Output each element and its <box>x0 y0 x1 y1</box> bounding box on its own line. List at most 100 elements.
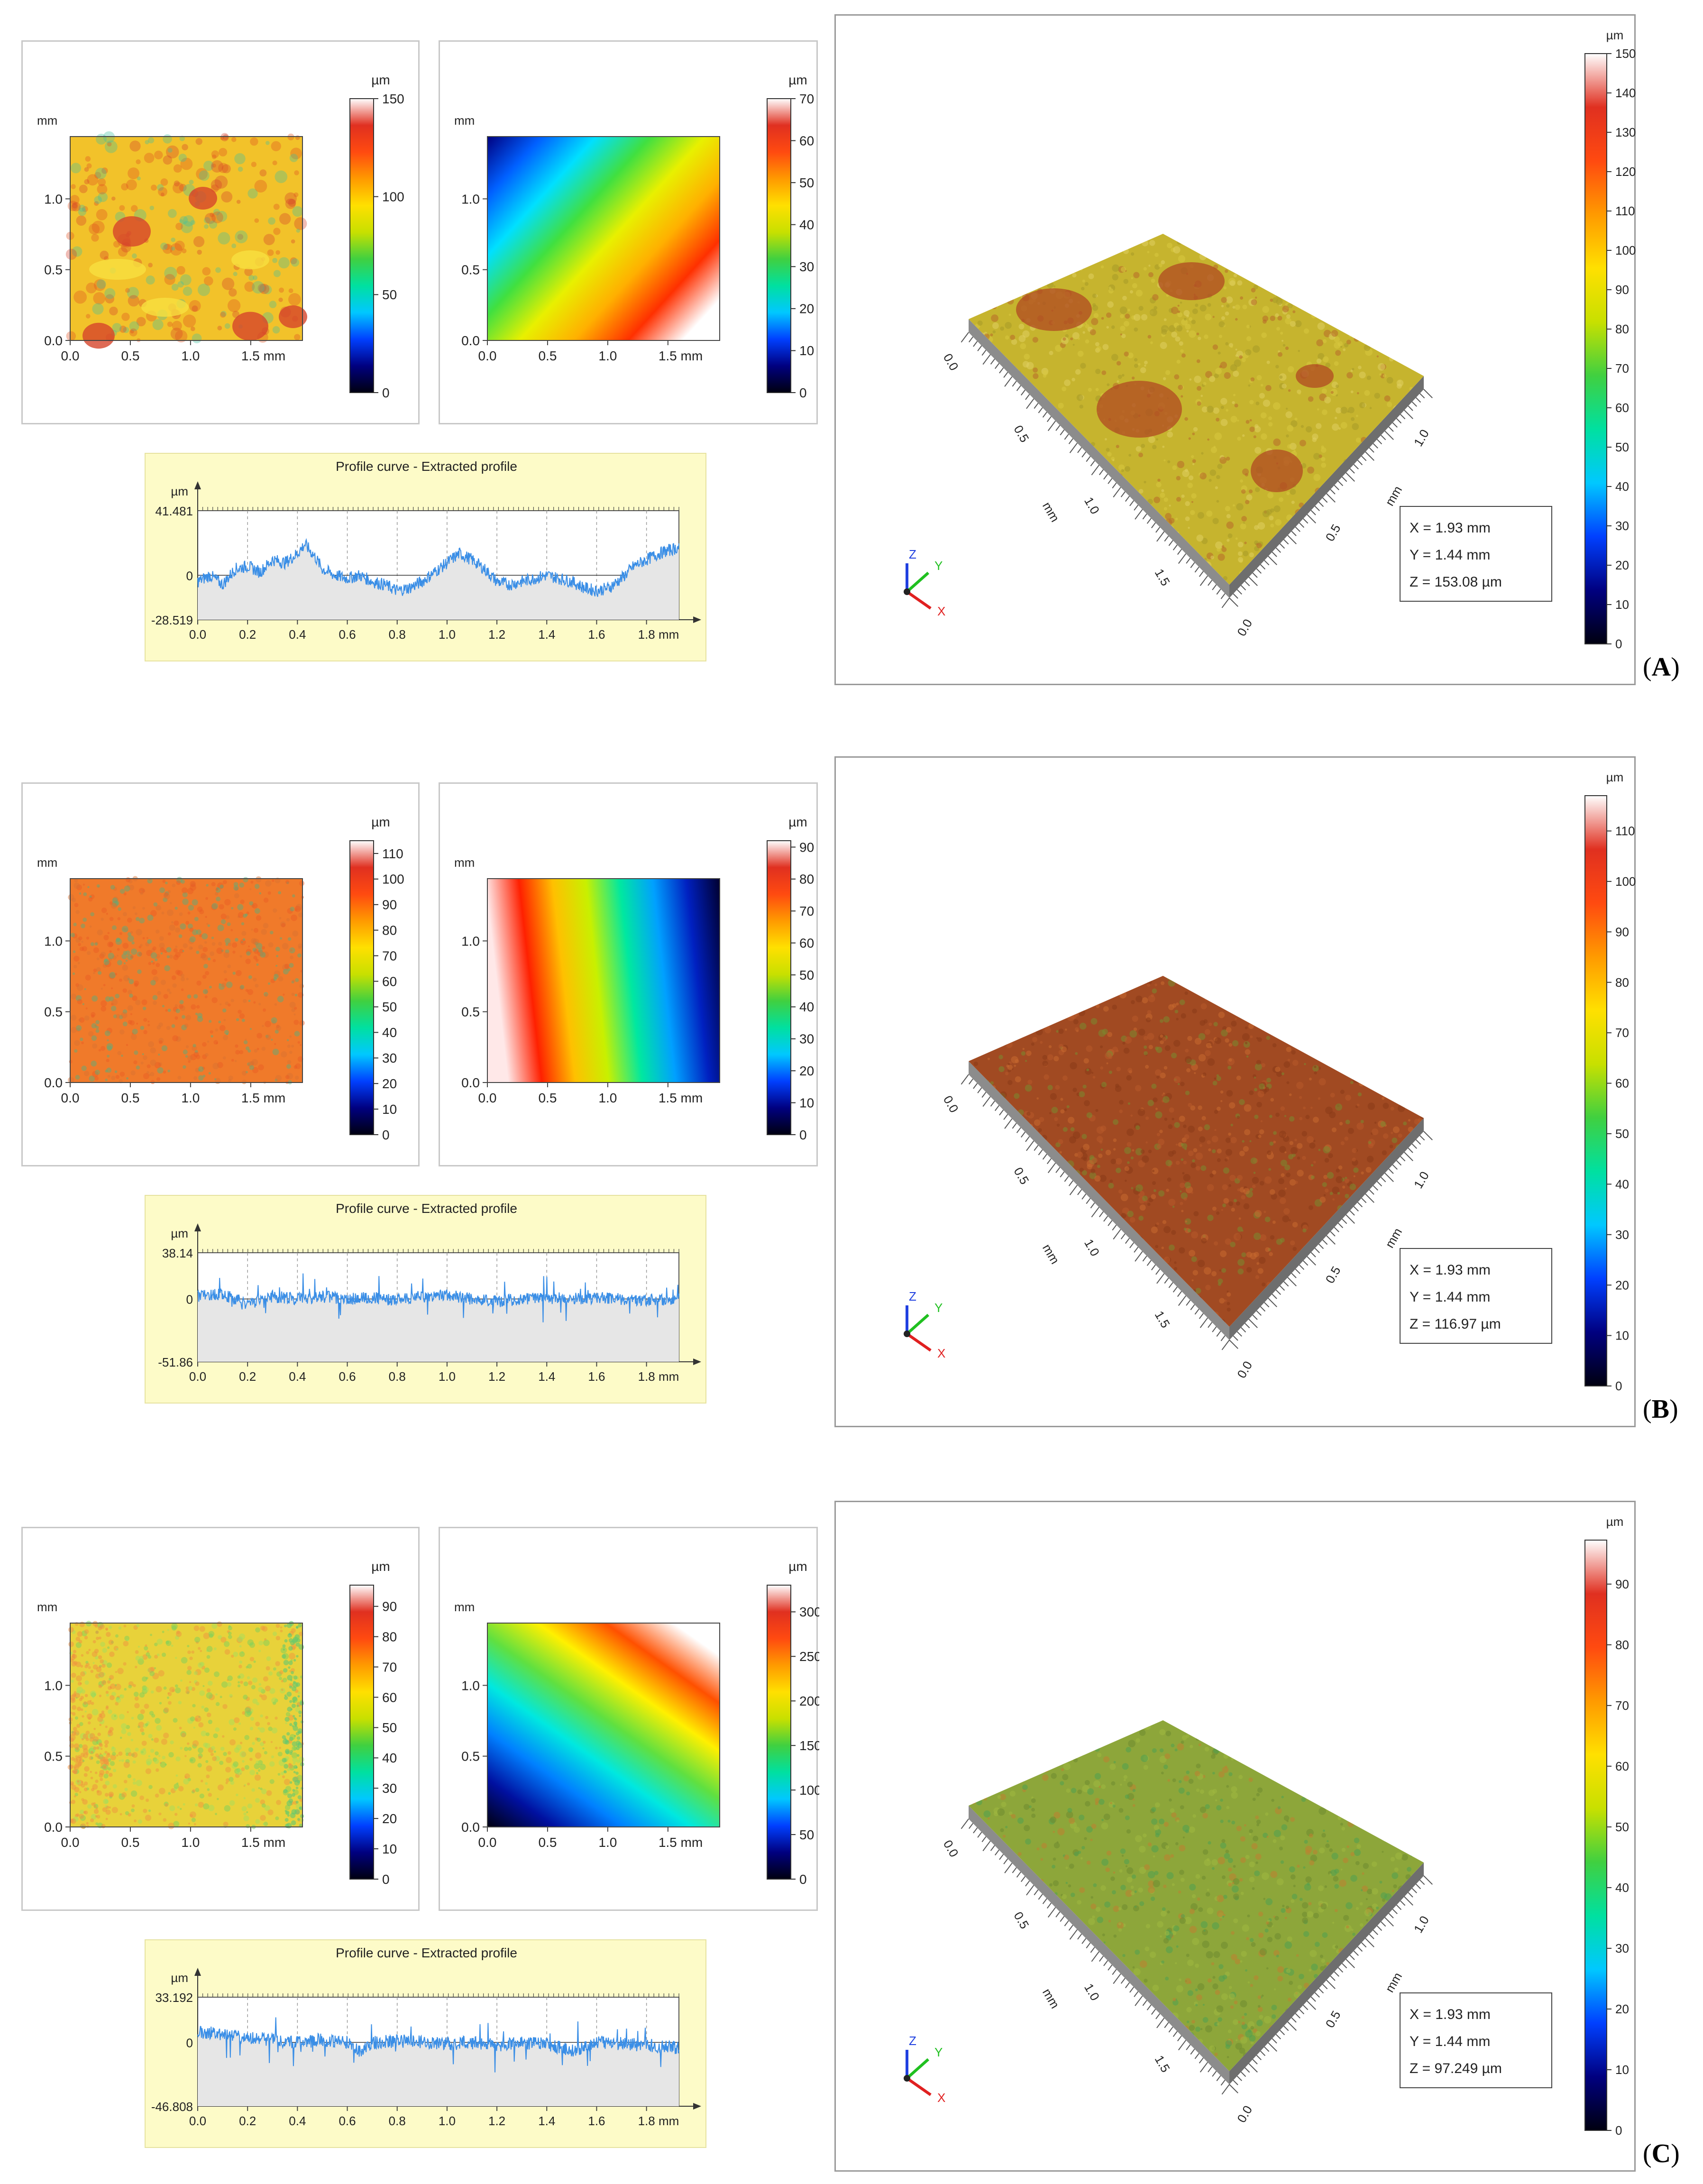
b-form-map-colorbar-unit: µm <box>788 815 807 829</box>
b-3d-axis-x-label: 1.5 <box>1152 1308 1173 1330</box>
a-profile-x-tick: 0.2 <box>239 627 256 642</box>
b-form-map-colorbar-label: 80 <box>799 872 814 887</box>
a-3d-readout-x: X = 1.93 mm <box>1410 520 1491 536</box>
a-3d-axis-x-label: 1.0 <box>1081 495 1102 516</box>
b-3d-axis-y-label: 1.0 <box>1411 1169 1432 1191</box>
b-height-map-colorbar-label: 80 <box>382 923 397 937</box>
b-profile-x-tick: 1.4 <box>538 1369 555 1384</box>
c-3d-colorbar-label: 90 <box>1615 1577 1629 1591</box>
c-profile-y-unit: µm <box>171 1971 188 1985</box>
c-height-map-colorbar-label: 40 <box>382 1751 397 1765</box>
c-height-map-x-tick: 1.5 mm <box>241 1835 285 1850</box>
b-profile-x-tick: 1.6 <box>588 1369 605 1384</box>
c-height-map-y-unit: mm <box>37 1600 57 1614</box>
a-form-map-colorbar-label: 30 <box>799 259 814 274</box>
a-3d-colorbar-label: 0 <box>1615 637 1622 651</box>
c-3d-panel: 0.0 0.5 1.0 1.5 mm 0.0 0.5 1.0 mm Z Y X X = 1.93 mm Y… <box>834 1501 1636 2172</box>
c-3d-colorbar-label: 40 <box>1615 1881 1629 1895</box>
c-3d-colorbar-label: 80 <box>1615 1638 1629 1652</box>
c-profile-x-tick: 0.4 <box>289 2114 306 2128</box>
b-profile-ymin-label: -51.86 <box>158 1355 193 1369</box>
c-height-map-svg: mm 0.0 0.5 1.0 0.0 0.5 1.0 1.5 mm µm 0 10 20 30 40 50 6… <box>37 1559 397 1887</box>
b-3d-axis-x-label: 0.5 <box>1011 1165 1032 1187</box>
b-3d-colorbar-unit: µm <box>1606 770 1624 784</box>
c-height-map-image <box>70 1623 302 1827</box>
a-profile-ymax-label: 41.481 <box>155 504 193 518</box>
b-profile-line <box>197 1273 679 1322</box>
b-height-map-y-tick: 1.0 <box>44 934 63 948</box>
b-height-map-colorbar-label: 70 <box>382 948 397 963</box>
a-3d-colorbar <box>1584 53 1607 644</box>
b-form-map-colorbar-label: 0 <box>799 1128 807 1142</box>
c-profile-ymax-label: 33.192 <box>155 1991 193 2005</box>
c-3d-axis-y-unit: mm <box>1383 1970 1405 1995</box>
c-height-map-colorbar <box>349 1585 374 1880</box>
a-3d-side-right <box>1229 376 1424 598</box>
b-height-map-colorbar-label: 100 <box>382 872 404 887</box>
b-3d-readout-y: Y = 1.44 mm <box>1410 1289 1490 1305</box>
b-profile-x-tick: 1.8 mm <box>638 1369 679 1384</box>
b-form-map-x-tick: 0.0 <box>478 1091 497 1105</box>
a-height-map-x-tick: 1.5 mm <box>241 349 285 363</box>
panel-label-a: (A) <box>1643 652 1680 682</box>
a-3d-colorbar-label: 150 <box>1615 46 1636 61</box>
b-form-map-colorbar-label: 70 <box>799 904 814 918</box>
b-form-map-svg: mm 0.0 0.5 1.0 0.0 0.5 1.0 1.5 mm µm 0 10 20 30 40 50 6… <box>454 815 814 1142</box>
b-3d-side-right <box>1229 1118 1424 1340</box>
a-form-map-colorbar-unit: µm <box>788 73 807 87</box>
c-form-map-svg: mm 0.0 0.5 1.0 0.0 0.5 1.0 1.5 mm µm 0 50 100 150 200… <box>454 1559 822 1887</box>
a-height-map-colorbar <box>349 98 374 393</box>
c-form-map-colorbar-label: 50 <box>799 1827 814 1842</box>
panel-letter: A <box>1651 652 1671 682</box>
a-height-map-y-tick: 0.0 <box>44 333 63 348</box>
b-height-map-y-tick: 0.5 <box>44 1005 63 1019</box>
b-3d-colorbar-label: 60 <box>1615 1076 1629 1091</box>
c-profile-x-tick: 0.2 <box>239 2114 256 2128</box>
a-3d-colorbar-label: 70 <box>1615 361 1629 376</box>
c-3d-axis-x-label: 0.0 <box>941 1837 961 1859</box>
b-form-map-y-tick: 1.0 <box>461 934 480 948</box>
b-3d-colorbar-label: 110 <box>1615 824 1635 838</box>
b-3d-panel: 0.0 0.5 1.0 1.5 mm 0.0 0.5 1.0 mm Z Y X X = 1.93 mm Y… <box>834 756 1636 1427</box>
a-profile-x-tick: 0.6 <box>339 627 356 642</box>
b-form-map-x-tick: 0.5 <box>538 1091 557 1105</box>
c-form-map-image <box>487 1623 720 1827</box>
a-height-map-colorbar-label: 50 <box>382 287 397 302</box>
a-profile-x-tick: 1.8 mm <box>638 627 679 642</box>
b-3d-colorbar-label: 40 <box>1615 1177 1629 1191</box>
b-height-map-colorbar-label: 30 <box>382 1051 397 1065</box>
b-height-map-colorbar-label: 50 <box>382 1000 397 1014</box>
c-form-map-colorbar-label: 150 <box>799 1738 819 1753</box>
b-3d-axis-x-label: 1.0 <box>1081 1237 1102 1258</box>
a-3d-axis-x-glyph: X <box>937 604 945 618</box>
b-height-map-colorbar-unit: µm <box>371 815 390 829</box>
c-form-map-x-tick: 0.0 <box>478 1835 497 1850</box>
c-height-map-colorbar-label: 70 <box>382 1660 397 1674</box>
b-3d-axis-z-glyph: Z <box>909 1289 916 1303</box>
c-3d-axis-x-label: 1.0 <box>1081 1981 1102 2003</box>
c-form-map-colorbar-unit: µm <box>788 1559 807 1574</box>
a-form-map-colorbar-label: 70 <box>799 92 814 106</box>
a-form-map-x-tick: 0.0 <box>478 349 497 363</box>
c-3d-colorbar-label: 30 <box>1615 1941 1629 1955</box>
a-3d-readout-box <box>1400 506 1552 602</box>
b-height-map-y-tick: 0.0 <box>44 1075 63 1090</box>
c-form-map-y-tick: 1.0 <box>461 1678 480 1693</box>
c-3d-colorbar-label: 60 <box>1615 1759 1629 1773</box>
c-form-map-y-tick: 0.5 <box>461 1749 480 1764</box>
a-height-map-y-tick: 0.5 <box>44 263 63 277</box>
a-3d-axis-y-label: 0.0 <box>1234 616 1255 638</box>
c-height-map-colorbar-unit: µm <box>371 1559 390 1574</box>
c-form-map-colorbar-label: 250 <box>799 1649 819 1664</box>
a-height-map-y-unit: mm <box>37 113 57 128</box>
b-3d-colorbar-label: 100 <box>1615 874 1636 889</box>
b-height-map-colorbar-label: 40 <box>382 1025 397 1040</box>
c-profile-x-tick: 0.0 <box>189 2114 206 2128</box>
a-3d-svg: 0.0 0.5 1.0 1.5 mm 0.0 0.5 1.0 mm Z Y X X = 1.93 mm Y… <box>904 28 1636 651</box>
b-3d-colorbar-label: 0 <box>1615 1379 1622 1393</box>
b-form-map-colorbar-label: 10 <box>799 1095 814 1110</box>
c-form-map-y-tick: 0.0 <box>461 1820 480 1835</box>
c-profile-x-tick: 0.6 <box>339 2114 356 2128</box>
a-form-map-colorbar-label: 60 <box>799 133 814 148</box>
a-3d-colorbar-label: 30 <box>1615 519 1629 533</box>
